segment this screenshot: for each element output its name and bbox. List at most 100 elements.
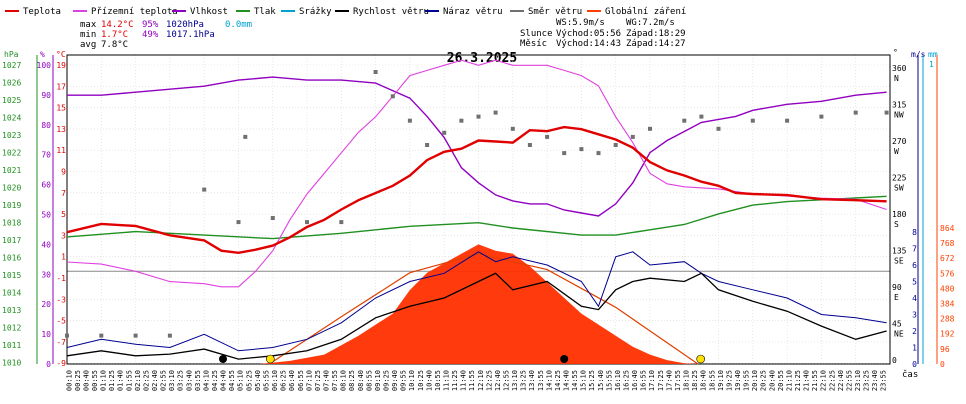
- x-ticks: 00:10 00:25 00:40 00:55 01:10 01:25 01:40 01:55…: [65, 370, 887, 391]
- wind-dir-point: [527, 143, 532, 147]
- stats-wind-gust: WG:7.2m/s: [626, 18, 675, 28]
- hpa-tick: 1010: [2, 359, 21, 368]
- pct-tick: 10: [41, 330, 51, 339]
- dir-tick-deg: 360: [892, 64, 907, 73]
- degc-tick: 15: [56, 104, 66, 113]
- degc-tick: 7: [61, 189, 66, 198]
- x-tick-label: 02:55: [160, 370, 168, 391]
- hpa-tick: 1023: [2, 131, 21, 140]
- pct-tick: 100: [37, 61, 52, 70]
- x-tick-label: 05:55: [263, 370, 271, 391]
- x-tick-label: 01:40: [117, 370, 125, 391]
- x-tick-label: 20:10: [751, 370, 759, 391]
- series-radiation: [259, 244, 698, 364]
- x-tick-label: 13:25: [520, 370, 528, 391]
- legend: Teplota Přízemní teplota Vlhkost Tlak Srážky…: [5, 7, 686, 17]
- wind-dir-point: [133, 333, 138, 338]
- x-tick-label: 10:10: [408, 370, 416, 391]
- dir-tick-deg: 45: [892, 320, 902, 329]
- x-tick-label: 11:25: [451, 370, 459, 391]
- hpa-tick: 1013: [2, 306, 21, 315]
- x-tick-label: 12:55: [503, 370, 511, 391]
- dir-tick-deg: 225: [892, 174, 907, 183]
- x-tick-label: 23:25: [863, 370, 871, 391]
- x-tick-label: 16:40: [631, 370, 639, 391]
- x-tick-label: 22:25: [828, 370, 836, 391]
- x-tick-label: 00:25: [74, 370, 82, 391]
- stats-temp: 1.7°C: [101, 30, 128, 40]
- ms-tick: 3: [912, 311, 917, 320]
- ms-tick: 0: [912, 360, 917, 369]
- wind-dir-point: [202, 187, 207, 192]
- hpa-tick: 1014: [2, 289, 21, 298]
- x-tick-label: 18:25: [691, 370, 699, 391]
- wind-dir-point: [562, 151, 567, 156]
- stats-wind-speed: WS:5.9m/s: [556, 18, 605, 28]
- x-tick-label: 14:10: [545, 370, 553, 391]
- wind-dir-point: [853, 110, 858, 115]
- x-tick-label: 19:25: [725, 370, 733, 391]
- wind-dir-point: [613, 143, 618, 147]
- pct-tick: 80: [41, 121, 51, 130]
- hpa-tick: 1015: [2, 271, 21, 280]
- x-tick-label: 12:40: [494, 370, 502, 391]
- hpa-tick: 1027: [2, 61, 21, 70]
- x-tick-label: 21:25: [794, 370, 802, 391]
- x-tick-label: 19:40: [734, 370, 742, 391]
- hpa-tick: 1025: [2, 96, 21, 105]
- ms-tick: 6: [912, 261, 917, 270]
- stats-panel: max 14.2°C 95% 1020hPa 0.0mm min 1.7°C 49% 1017.…: [80, 18, 686, 50]
- mm-tick: 1: [929, 60, 934, 69]
- wind-dir-point: [699, 114, 704, 119]
- hpa-tick: 1011: [2, 341, 21, 350]
- x-tick-label: 20:40: [768, 370, 776, 391]
- x-tick-label: 06:55: [297, 370, 305, 391]
- axis-unit-mm: mm: [928, 50, 938, 59]
- wm2-tick: 384: [940, 300, 955, 309]
- wind-dir-point: [390, 94, 395, 99]
- x-tick-label: 23:55: [880, 370, 888, 391]
- x-tick-label: 03:40: [185, 370, 193, 391]
- hpa-tick: 1012: [2, 324, 21, 333]
- wind-dir-point: [579, 147, 584, 152]
- wind-dir-point: [510, 126, 515, 131]
- wm2-tick: 96: [940, 345, 950, 354]
- x-tick-label: 05:10: [237, 370, 245, 391]
- pct-tick: 30: [41, 270, 51, 279]
- x-tick-label: 17:40: [665, 370, 673, 391]
- legend-label: Vlhkost: [190, 7, 228, 17]
- x-tick-label: 21:10: [785, 370, 793, 391]
- x-tick-label: 15:40: [597, 370, 605, 391]
- wm2-tick: 192: [940, 330, 955, 339]
- stats-pressure: 1017.1hPa: [166, 30, 215, 40]
- hpa-tick: 1019: [2, 201, 21, 210]
- stats-pressure: 1020hPa: [166, 20, 204, 30]
- pct-tick: 90: [41, 91, 51, 100]
- x-tick-label: 23:10: [854, 370, 862, 391]
- x-tick-label: 21:40: [803, 370, 811, 391]
- x-tick-label: 11:55: [468, 370, 476, 391]
- x-tick-label: 03:25: [177, 370, 185, 391]
- wind-dir-point: [99, 333, 104, 338]
- x-tick-label: 06:10: [271, 370, 279, 391]
- ms-tick: 8: [912, 228, 917, 237]
- dir-tick-name: SE: [894, 257, 904, 266]
- moon-marker: [219, 355, 227, 363]
- x-tick-label: 07:10: [305, 370, 313, 391]
- x-tick-label: 12:25: [485, 370, 493, 391]
- sun-set: Západ:18:29: [626, 29, 686, 39]
- x-tick-label: 16:10: [614, 370, 622, 391]
- degc-tick: 13: [56, 125, 66, 134]
- x-tick-label: 14:55: [571, 370, 579, 391]
- dir-tick-deg: 180: [892, 210, 907, 219]
- series-wind-speed: [66, 272, 887, 360]
- x-tick-label: 17:10: [648, 370, 656, 391]
- degc-tick: 11: [56, 146, 66, 155]
- series-pressure: [66, 195, 887, 240]
- x-tick-label: 02:25: [142, 370, 150, 391]
- wind-dir-point: [682, 118, 687, 123]
- axis-unit-pct: %: [40, 50, 45, 59]
- x-tick-label: 00:40: [82, 370, 90, 391]
- x-tick-label: 11:40: [460, 370, 468, 391]
- x-tick-label: 04:55: [228, 370, 236, 391]
